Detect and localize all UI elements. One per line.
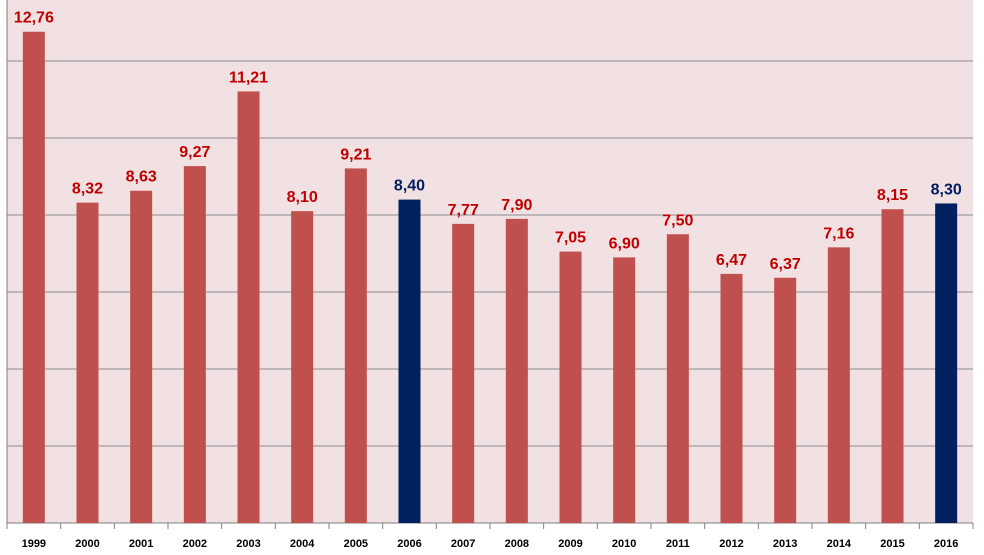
bar-2004 xyxy=(291,211,314,523)
x-axis-tick-labels: 1999 2000 2001 2002 2003 2004 2005 2006 2007 2008… xyxy=(22,538,959,550)
x-tick-label-2010: 2010 xyxy=(612,538,636,550)
bar-2012 xyxy=(720,273,743,523)
bar-2011 xyxy=(666,234,689,523)
data-label-2006: 8,40 xyxy=(394,178,425,195)
data-label-2001: 8,63 xyxy=(126,169,157,186)
data-label-2010: 6,90 xyxy=(609,235,640,252)
x-tick-label-2015: 2015 xyxy=(880,538,904,550)
x-tick-label-1999: 1999 xyxy=(22,538,46,550)
data-label-2002: 9,27 xyxy=(179,144,210,161)
x-tick-label-2003: 2003 xyxy=(236,538,260,550)
x-tick-label-2005: 2005 xyxy=(344,538,368,550)
data-label-2016: 8,30 xyxy=(931,181,962,198)
data-label-2011: 7,50 xyxy=(662,212,693,229)
bar-2008 xyxy=(505,218,528,523)
x-tick-label-2002: 2002 xyxy=(183,538,207,550)
data-labels: 12,76 8,32 8,63 9,27 11,21 8,10 9,21 8,40 7,77 7,… xyxy=(14,10,962,273)
bar-2014 xyxy=(827,247,850,523)
gridlines xyxy=(7,60,973,447)
x-tick-label-2007: 2007 xyxy=(451,538,475,550)
data-label-2005: 9,21 xyxy=(340,146,371,163)
x-tick-label-2009: 2009 xyxy=(558,538,582,550)
bar-2007 xyxy=(452,223,475,524)
axes xyxy=(6,0,974,529)
data-label-2013: 6,37 xyxy=(770,256,801,273)
x-tick-label-2013: 2013 xyxy=(773,538,797,550)
x-tick-label-2001: 2001 xyxy=(129,538,153,550)
bar-2000 xyxy=(76,202,99,523)
x-tick-label-2014: 2014 xyxy=(827,538,852,550)
data-label-2014: 7,16 xyxy=(823,225,854,242)
data-label-2004: 8,10 xyxy=(287,189,318,206)
bar-2013 xyxy=(774,277,797,523)
x-tick-label-2006: 2006 xyxy=(397,538,421,550)
x-tick-label-2011: 2011 xyxy=(666,538,690,550)
bars xyxy=(22,31,958,524)
x-tick-label-2008: 2008 xyxy=(505,538,529,550)
bar-2005 xyxy=(344,168,367,524)
bar-2001 xyxy=(130,190,153,523)
data-label-2007: 7,77 xyxy=(448,202,479,219)
bar-2015 xyxy=(881,209,904,523)
data-label-1999: 12,76 xyxy=(14,10,54,27)
bar-2009 xyxy=(559,251,582,523)
bar-2003 xyxy=(237,91,260,523)
x-tick-label-2004: 2004 xyxy=(290,538,315,550)
x-tick-label-2016: 2016 xyxy=(934,538,958,550)
data-label-2015: 8,15 xyxy=(877,187,908,204)
plot-background xyxy=(7,0,973,523)
bar-2002 xyxy=(183,166,206,524)
data-label-2009: 7,05 xyxy=(555,230,586,247)
data-label-2000: 8,32 xyxy=(72,181,103,198)
x-tick-label-2012: 2012 xyxy=(719,538,743,550)
bar-2016 xyxy=(935,203,958,523)
data-label-2003: 11,21 xyxy=(229,69,268,86)
bar-2006 xyxy=(398,199,421,523)
data-label-2008: 7,90 xyxy=(501,197,532,214)
bar-2010 xyxy=(613,257,636,523)
bar-1999 xyxy=(22,31,45,524)
x-tick-label-2000: 2000 xyxy=(75,538,99,550)
data-label-2012: 6,47 xyxy=(716,252,747,269)
